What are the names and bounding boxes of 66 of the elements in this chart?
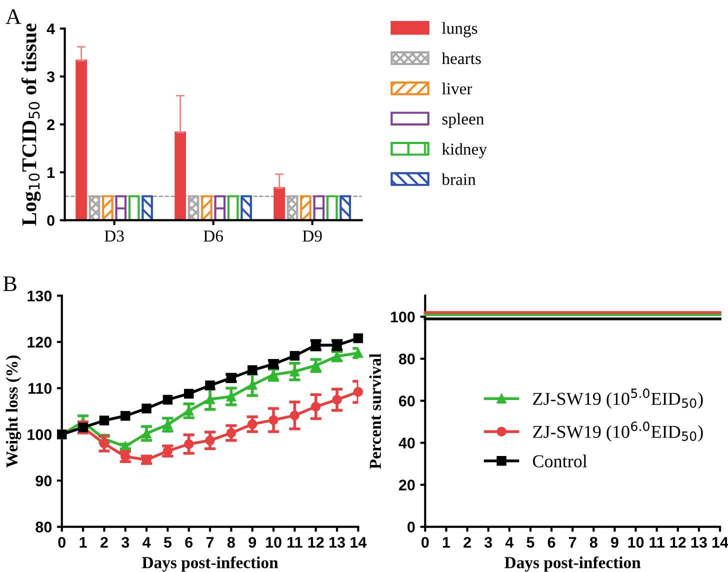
y-axis-title: Weight loss (%) — [6, 356, 22, 468]
x-tick-label: 14 — [350, 537, 367, 548]
x-tick-label: 7 — [206, 537, 214, 548]
chart-title: B — [3, 276, 16, 292]
legend-label: ZJ-SW19 (10$^{6.0}$EID$_{50}$) — [533, 422, 703, 442]
legend-label: hearts — [442, 52, 481, 64]
x-tick-label: D9 — [302, 230, 322, 242]
y-tick-label: 80 — [398, 354, 415, 364]
y-tick-label: 3 — [46, 71, 55, 82]
y-tick-label: 100 — [28, 429, 52, 440]
legend-label: Control — [532, 454, 588, 468]
legend-label: brain — [442, 173, 476, 186]
legend-label: liver — [442, 82, 472, 94]
x-tick-label: 2 — [100, 536, 108, 548]
x-tick-label: 8 — [590, 536, 598, 548]
x-tick-label: 11 — [650, 537, 664, 548]
x-tick-label: 12 — [308, 536, 324, 548]
x-tick-label: 6 — [185, 536, 193, 548]
y-tick-label: 130 — [28, 290, 52, 302]
x-tick-label: 5 — [526, 537, 534, 548]
x-tick-label: 3 — [484, 536, 492, 548]
x-tick-label: 2 — [464, 536, 471, 548]
x-tick-label: D3 — [104, 230, 124, 242]
x-tick-label: 12 — [670, 536, 686, 548]
x-tick-label: 9 — [248, 536, 256, 548]
x-tick-label: 3 — [121, 536, 130, 548]
x-tick-label: 1 — [80, 537, 87, 548]
x-axis-title: Days post-infection — [142, 556, 278, 572]
x-tick-label: 5 — [164, 537, 172, 548]
y-tick-label: 0 — [408, 522, 415, 532]
y-tick-label: 110 — [28, 383, 52, 394]
y-tick-label: 20 — [398, 480, 415, 490]
x-tick-label: D6 — [204, 230, 223, 242]
y-axis-title: Log$_{10}$TCID$_{50}$ of tissue — [21, 23, 41, 226]
y-tick-label: 1 — [48, 167, 55, 178]
y-axis-title: Percent survival — [369, 354, 382, 469]
y-tick-label: 2 — [47, 119, 54, 130]
x-tick-label: 14 — [712, 537, 728, 548]
x-tick-label: 4 — [142, 537, 151, 548]
x-tick-label: 8 — [227, 536, 235, 548]
legend-label: lungs — [442, 22, 478, 38]
x-tick-label: 13 — [329, 536, 345, 548]
x-tick-label: 9 — [610, 536, 618, 548]
x-tick-label: 4 — [505, 537, 514, 548]
x-tick-label: 6 — [548, 536, 556, 548]
y-tick-label: 60 — [398, 396, 415, 406]
x-tick-label: 0 — [58, 536, 66, 548]
x-tick-label: 7 — [568, 537, 576, 548]
legend-label: spleen — [442, 112, 484, 128]
y-tick-label: 120 — [28, 336, 52, 348]
chart-title: A — [6, 9, 22, 24]
x-tick-label: 0 — [422, 536, 429, 548]
y-tick-label: 40 — [398, 438, 415, 448]
legend-label: ZJ-SW19 (10$^{5.0}$EID$_{50}$) — [533, 388, 703, 409]
y-tick-label: 4 — [46, 24, 55, 34]
x-tick-label: 10 — [628, 536, 644, 548]
y-tick-label: 100 — [390, 312, 415, 322]
x-tick-label: 1 — [442, 537, 450, 548]
x-tick-label: 10 — [266, 536, 282, 548]
y-tick-label: 80 — [36, 522, 52, 532]
y-tick-label: 90 — [36, 475, 52, 486]
x-axis-title: Days post-infection — [504, 556, 641, 572]
legend-label: kidney — [442, 143, 487, 158]
x-tick-label: 13 — [691, 536, 707, 548]
x-tick-label: 11 — [288, 537, 302, 548]
y-tick-label: 0 — [47, 215, 54, 226]
